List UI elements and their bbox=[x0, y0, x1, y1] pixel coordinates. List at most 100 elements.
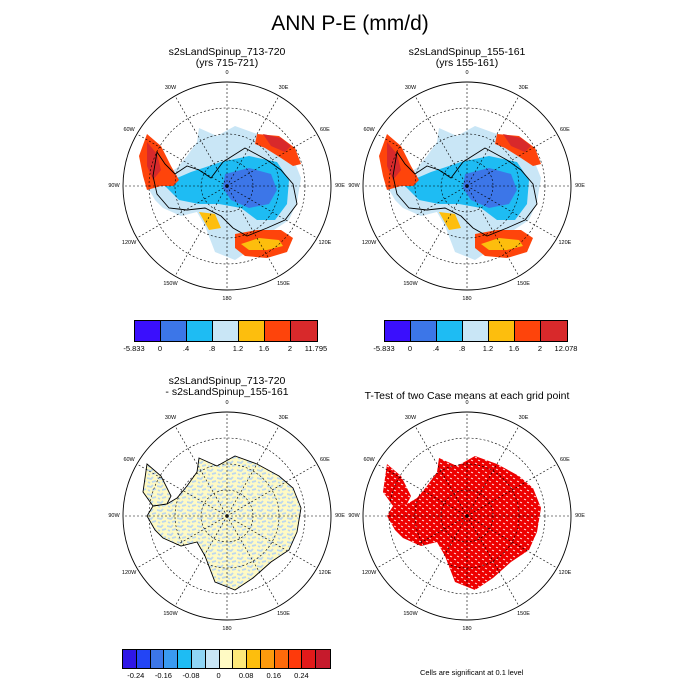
meridian-line bbox=[136, 463, 228, 517]
meridian-line bbox=[414, 95, 468, 187]
meridian-line bbox=[174, 515, 228, 607]
meridian-line bbox=[466, 515, 558, 569]
colorbar-label: 1.6 bbox=[508, 344, 520, 353]
field-layer bbox=[379, 126, 541, 260]
meridian-line bbox=[136, 133, 228, 187]
colorbar-swatch bbox=[187, 321, 213, 341]
graticule bbox=[123, 82, 331, 290]
longitude-label: 120W bbox=[121, 569, 137, 576]
map-panel-2 bbox=[362, 81, 572, 291]
colorbar-label: 2 bbox=[537, 344, 543, 353]
colorbar-swatch bbox=[150, 650, 165, 668]
peninsula-difference bbox=[142, 463, 172, 507]
longitude-label: 60W bbox=[123, 126, 135, 133]
colorbar-swatch bbox=[136, 650, 151, 668]
colorbar-swatch bbox=[265, 321, 291, 341]
longitude-label: 120W bbox=[361, 569, 377, 576]
longitude-label: 150W bbox=[163, 610, 178, 617]
panel3-title-line2: - s2sLandSpinup_155-161 bbox=[165, 386, 289, 398]
colorbar-swatch bbox=[316, 650, 330, 668]
longitude-label: 90W bbox=[108, 513, 120, 519]
map-panel-1 bbox=[122, 81, 332, 291]
longitude-label: 150E bbox=[517, 280, 530, 287]
east-coast-maximum bbox=[495, 134, 541, 166]
longitude-label: 60E bbox=[319, 126, 330, 133]
meridian-line bbox=[376, 185, 468, 239]
longitude-label: 30E bbox=[518, 85, 529, 92]
colorbar-swatch bbox=[411, 321, 437, 341]
longitude-label: 0 bbox=[465, 400, 469, 406]
graticule bbox=[123, 412, 331, 620]
plateau-deep-blue bbox=[463, 168, 517, 208]
longitude-label: 150E bbox=[277, 610, 290, 617]
meridian-line bbox=[174, 425, 228, 517]
plateau-deep-blue bbox=[223, 168, 277, 208]
meridian-line bbox=[414, 515, 468, 607]
map-boundary bbox=[362, 81, 572, 291]
colorbar-panel-3 bbox=[122, 649, 331, 669]
colorbar-swatch bbox=[489, 321, 515, 341]
panel1-title: s2sLandSpinup_713-720 (yrs 715-721) bbox=[107, 47, 347, 69]
colorbar-swatch bbox=[233, 650, 248, 668]
meridian-line bbox=[174, 185, 228, 277]
longitude-label: 150E bbox=[517, 610, 530, 617]
panel1-title-line2: (yrs 715-721) bbox=[195, 57, 259, 69]
peninsula-significance bbox=[383, 464, 411, 506]
meridian-line bbox=[226, 425, 280, 517]
colorbar-label: 0 bbox=[407, 344, 413, 353]
colorbar-swatch bbox=[123, 650, 137, 668]
colorbar-swatch bbox=[239, 321, 265, 341]
meridian-line bbox=[226, 185, 318, 239]
colorbar-label: .4 bbox=[432, 344, 440, 353]
colorbar-swatch bbox=[291, 321, 317, 341]
east-coast-maximum bbox=[255, 134, 301, 166]
colorbar-label: .4 bbox=[182, 344, 190, 353]
colorbar-label: 1.6 bbox=[258, 344, 270, 353]
colorbar-swatch bbox=[213, 321, 239, 341]
colorbar-label: 11.795 bbox=[304, 344, 328, 353]
longitude-label: 30W bbox=[404, 415, 417, 422]
longitude-label: 150E bbox=[277, 280, 290, 287]
colorbar-label: .8 bbox=[458, 344, 466, 353]
graticule bbox=[363, 412, 571, 620]
colorbar-panel-2 bbox=[384, 320, 568, 342]
meridian-line bbox=[466, 515, 520, 607]
colorbar-label: -0.08 bbox=[182, 671, 200, 680]
longitude-label: 0 bbox=[225, 70, 229, 76]
colorbar-label: -5.833 bbox=[373, 344, 395, 353]
longitude-label: 60E bbox=[559, 456, 570, 463]
meridian-line bbox=[226, 515, 280, 607]
panel4-title: T-Test of two Case means at each grid po… bbox=[347, 391, 587, 402]
longitude-label: 90E bbox=[335, 513, 345, 519]
panel3-title-line1: s2sLandSpinup_713-720 bbox=[168, 375, 286, 387]
map-boundary bbox=[122, 81, 332, 291]
longitude-label: 150W bbox=[163, 280, 178, 287]
colorbar-swatch bbox=[135, 321, 161, 341]
colorbar-label: 0 bbox=[157, 344, 163, 353]
field-layer bbox=[383, 456, 541, 590]
colorbar-swatch bbox=[205, 650, 220, 668]
longitude-label: 30E bbox=[278, 85, 289, 92]
meridian-line bbox=[226, 133, 318, 187]
meridian-line bbox=[466, 95, 520, 187]
panel4-title-line1: T-Test of two Case means at each grid po… bbox=[364, 390, 570, 402]
meridian-line bbox=[376, 515, 468, 569]
longitude-label: 180 bbox=[462, 626, 472, 632]
meridian-line bbox=[466, 185, 558, 239]
colorbar-label: 0.24 bbox=[294, 671, 309, 680]
colorbar-swatch bbox=[437, 321, 463, 341]
colorbar-swatch bbox=[385, 321, 411, 341]
wilkes-land-core bbox=[481, 238, 523, 250]
field-layer bbox=[142, 455, 302, 591]
longitude-label: 120E bbox=[318, 569, 332, 576]
significance-field bbox=[387, 456, 541, 590]
colorbar-swatch bbox=[191, 650, 206, 668]
longitude-label: 0 bbox=[465, 70, 469, 76]
panel1-title-line1: s2sLandSpinup_713-720 bbox=[168, 46, 286, 58]
colorbar-label: 0 bbox=[216, 671, 221, 680]
longitude-label: 180 bbox=[222, 626, 232, 632]
colorbar-swatch bbox=[260, 650, 275, 668]
longitude-label: 0 bbox=[225, 400, 229, 406]
panel2-title-line2: (yrs 155-161) bbox=[435, 57, 499, 69]
meridian-line bbox=[136, 185, 228, 239]
